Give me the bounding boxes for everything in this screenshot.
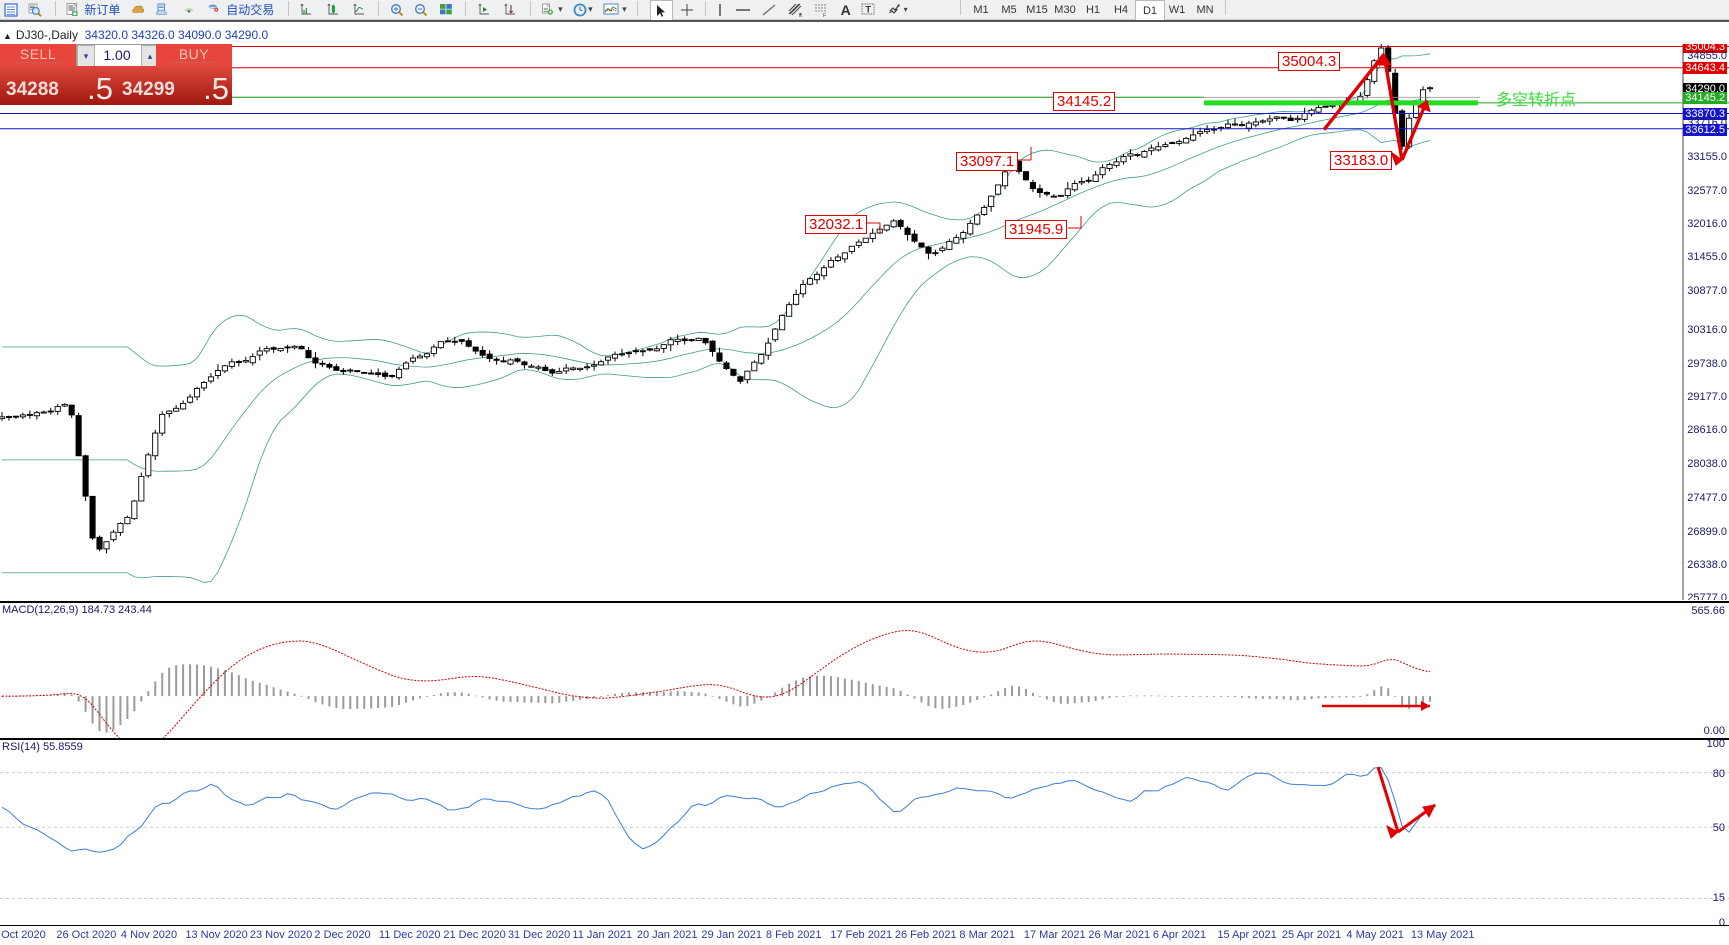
svg-text:E: E [799,13,803,17]
svg-text:F: F [823,13,826,17]
svg-text:T: T [866,4,872,14]
